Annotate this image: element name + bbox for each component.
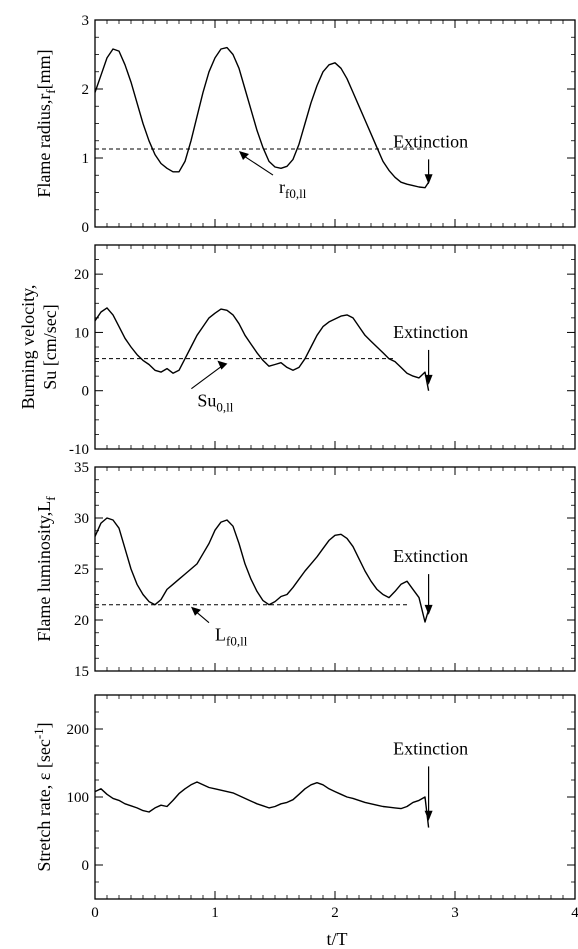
x-tick-label: 3 <box>451 905 459 921</box>
y-tick-label: -10 <box>69 442 89 458</box>
y-tick-label: 0 <box>82 384 90 400</box>
y-tick-label: 0 <box>82 858 90 874</box>
extinction-arrow-head <box>424 810 433 821</box>
y-tick-label: 10 <box>74 325 89 341</box>
plot-frame <box>94 694 576 900</box>
y-tick-label: 20 <box>74 613 89 629</box>
y-tick-label: 2 <box>82 82 90 98</box>
panel-burning-velocity: -10 0 10 20 Burning velocity, Su [cm/sec] Exti… <box>18 244 576 458</box>
y-tick-label: 25 <box>74 562 89 578</box>
plot-frame <box>94 466 576 672</box>
x-tick-label: 4 <box>571 905 578 921</box>
series-line <box>94 781 430 828</box>
y-axis-label: Stretch rate, ε [sec-1] <box>31 722 54 871</box>
plot-frame <box>94 244 576 450</box>
y-axis-label: Flame luminosity,Lf <box>34 496 58 642</box>
extinction-label: Extinction <box>393 131 468 151</box>
reference-pointer-head <box>239 151 249 161</box>
x-tick-label: 1 <box>211 905 219 921</box>
x-tick-label: 2 <box>331 905 339 921</box>
x-axis-label: t/T <box>327 929 348 949</box>
reference-label: Su0,ll <box>197 391 233 415</box>
reference-pointer-head <box>191 606 201 616</box>
y-tick-label: 0 <box>82 220 90 236</box>
panel-flame-radius: 0 1 2 3 Flame radius,rf[mm] Extinction rf0,ll <box>34 13 576 236</box>
extinction-label: Extinction <box>393 738 468 758</box>
y-axis-label: Flame radius,rf[mm] <box>34 49 58 197</box>
series-line <box>94 307 430 391</box>
panel-flame-luminosity: 15 20 25 30 35 Flame luminosity,Lf Extinction L… <box>34 460 576 680</box>
reference-label: Lf0,ll <box>215 625 248 649</box>
y-tick-label: 1 <box>82 151 90 167</box>
extinction-label: Extinction <box>393 322 468 342</box>
y-axis-label-line2: Su [cm/sec] <box>40 304 60 389</box>
y-tick-label: 200 <box>67 722 90 738</box>
y-tick-label: 20 <box>74 267 89 283</box>
series-line <box>94 46 430 189</box>
x-tick-label: 0 <box>91 905 99 921</box>
panel-stretch-rate: 0 100 200 0 1 2 3 4 Stretch rate, ε [sec-1] Extin… <box>31 694 578 921</box>
y-axis-label: Burning velocity, <box>18 285 38 410</box>
reference-label: rf0,ll <box>279 177 307 201</box>
y-tick-label: 30 <box>74 511 89 527</box>
series-line <box>94 517 430 623</box>
reference-pointer-head <box>217 360 228 370</box>
y-tick-label: 15 <box>74 664 89 680</box>
reference-pointer <box>191 365 223 390</box>
plot-frame <box>94 19 576 228</box>
y-tick-label: 35 <box>74 460 89 476</box>
extinction-arrow-head <box>424 174 433 185</box>
extinction-arrow-head <box>424 604 433 615</box>
reference-pointer <box>243 155 274 176</box>
reference-pointer <box>195 611 210 624</box>
y-tick-label: 3 <box>82 13 90 29</box>
y-tick-label: 100 <box>67 790 90 806</box>
extinction-arrow-head <box>424 374 433 385</box>
extinction-label: Extinction <box>393 546 468 566</box>
